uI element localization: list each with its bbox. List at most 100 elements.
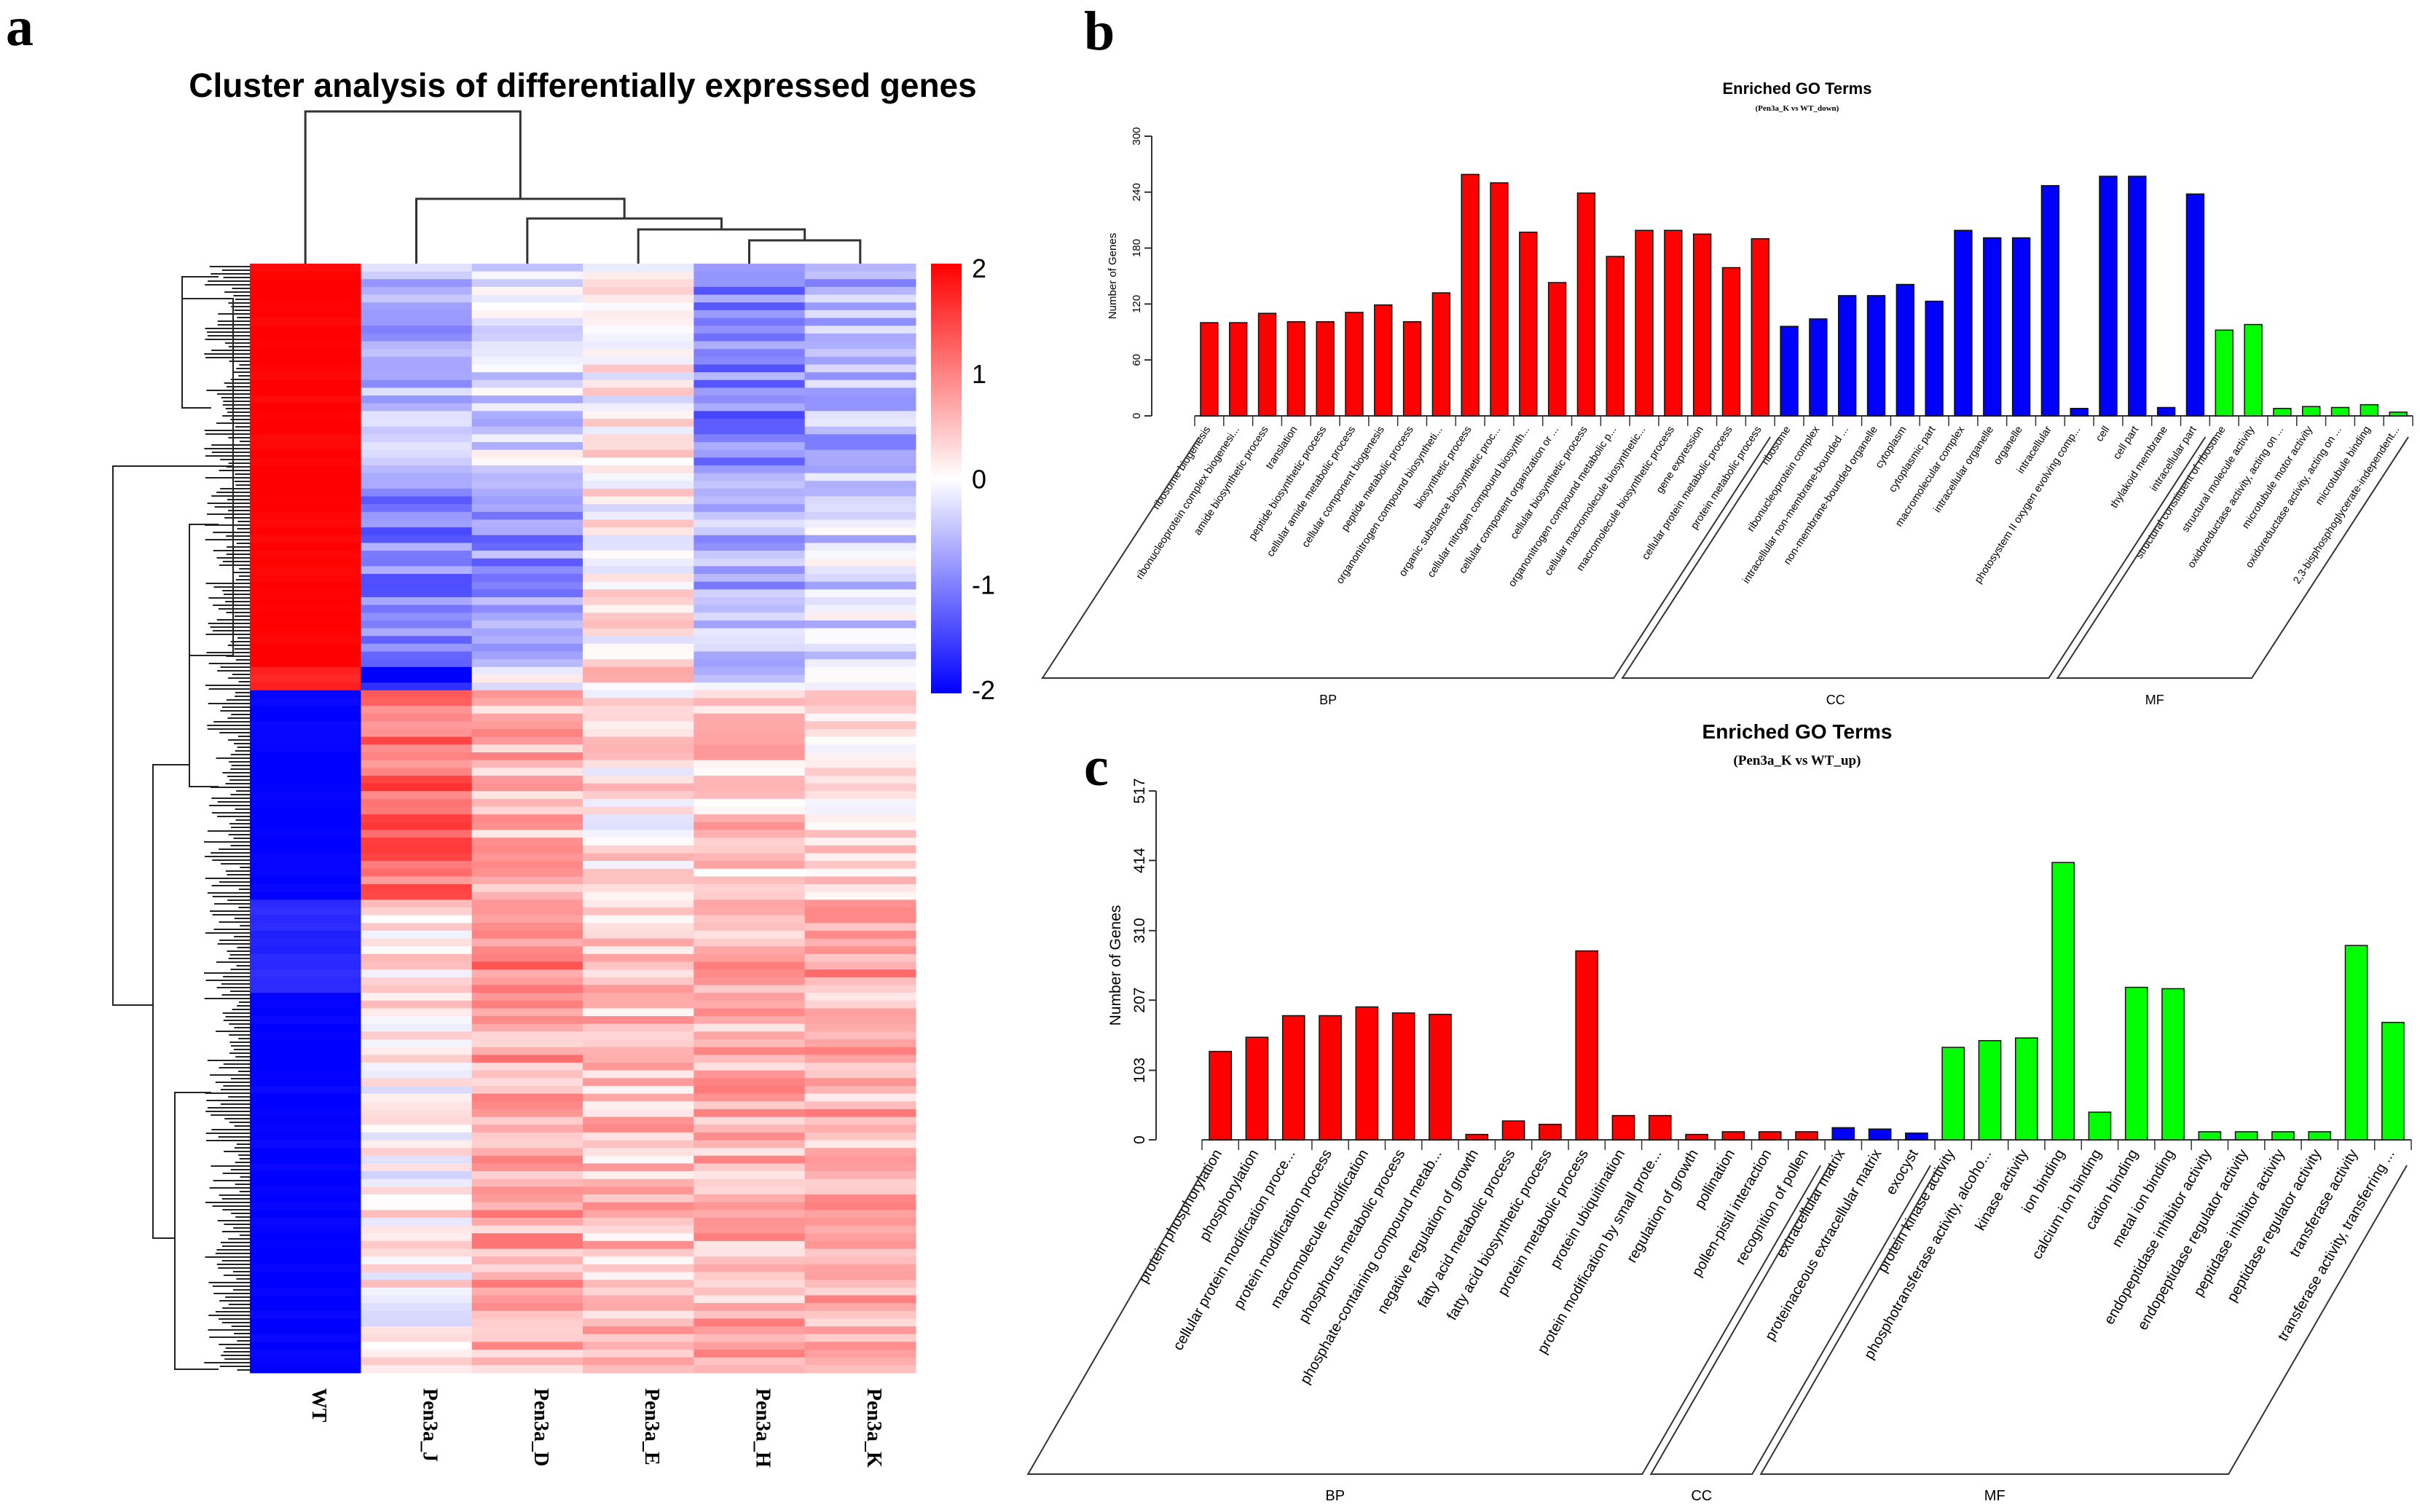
heatmap-cell: [583, 1318, 694, 1327]
group-bracket: [1759, 1165, 2408, 1475]
heatmap-cell: [250, 589, 361, 598]
heatmap-cell: [361, 511, 473, 520]
heatmap-cell: [471, 1016, 584, 1025]
heatmap-cell: [250, 783, 361, 792]
heatmap-cell: [471, 1093, 584, 1102]
heatmap-cell: [694, 791, 806, 800]
heatmap-cell: [250, 411, 361, 420]
heatmap-cell: [361, 1047, 473, 1055]
dendrogram-branch: [189, 524, 219, 787]
heatmap-cell: [250, 1047, 361, 1055]
heatmap-cell: [804, 1085, 916, 1095]
heatmap-cell: [361, 473, 473, 481]
heatmap-cell: [250, 1070, 361, 1079]
heatmap-cell: [804, 1280, 916, 1288]
heatmap-cell: [250, 535, 361, 543]
heatmap-cell: [694, 326, 806, 334]
heatmap-cell: [804, 1202, 916, 1210]
heatmap-cell: [250, 643, 361, 653]
heatmap-cell: [804, 1272, 916, 1280]
heatmap-cell: [471, 798, 584, 808]
heatmap-cell: [471, 504, 584, 513]
heatmap-cell: [583, 791, 694, 800]
heatmap-cell: [471, 1078, 584, 1087]
heatmap-cell: [804, 977, 916, 985]
heatmap-cell: [804, 349, 916, 358]
bar: [2389, 412, 2408, 417]
heatmap-cell: [583, 628, 694, 637]
chart-b-title: Enriched GO Terms: [1723, 79, 1872, 98]
heatmap-cell: [250, 457, 361, 466]
heatmap-cell: [804, 698, 916, 706]
heatmap-cell: [361, 698, 473, 706]
heatmap-cell: [250, 1264, 361, 1273]
heatmap-cell: [250, 403, 361, 412]
heatmap-cell: [471, 1264, 584, 1273]
bar: [2215, 329, 2234, 417]
heatmap-cell: [804, 426, 916, 435]
heatmap-cell: [583, 403, 694, 412]
heatmap-cell: [361, 713, 473, 722]
heatmap-cell: [804, 1047, 916, 1055]
heatmap-cell: [250, 838, 361, 846]
heatmap-cell: [250, 574, 361, 583]
heatmap-cell: [250, 1178, 361, 1187]
heatmap-cell: [804, 666, 916, 675]
heatmap-cell: [250, 1171, 361, 1180]
heatmap-cell: [250, 356, 361, 365]
heatmap-cell: [804, 279, 916, 288]
heatmap-cell: [471, 736, 584, 745]
heatmap-cell: [361, 1202, 473, 1210]
heatmap-cell: [361, 993, 473, 1001]
heatmap-cell: [471, 659, 584, 668]
heatmap-cell: [361, 279, 473, 288]
bar: [1209, 1050, 1232, 1141]
heatmap-cell: [250, 1155, 361, 1164]
heatmap-cell: [804, 1318, 916, 1327]
heatmap-cell: [250, 1318, 361, 1327]
bar: [2344, 945, 2368, 1141]
heatmap-cell: [694, 411, 806, 420]
heatmap-cell: [583, 961, 694, 970]
heatmap-cell: [361, 1248, 473, 1257]
bar: [2088, 1111, 2112, 1141]
bar: [1286, 320, 1306, 417]
heatmap-cell: [694, 395, 806, 404]
x-tick-label: regulation of growth: [1624, 1147, 1702, 1266]
heatmap-cell: [804, 419, 916, 428]
heatmap-cell: [583, 682, 694, 691]
heatmap-cell: [583, 271, 694, 280]
y-tick-label: 0: [1131, 1135, 1148, 1144]
heatmap-cell: [471, 1225, 584, 1234]
heatmap-cell: [250, 519, 361, 528]
heatmap-cell: [583, 310, 694, 319]
heatmap-cell: [250, 511, 361, 520]
heatmap-cell: [694, 620, 806, 629]
heatmap-cell: [694, 752, 806, 761]
heatmap-cell: [804, 768, 916, 776]
heatmap-cell: [694, 1280, 806, 1288]
heatmap-cell: [583, 1240, 694, 1250]
heatmap-cell: [583, 783, 694, 792]
bar: [1780, 326, 1799, 417]
heatmap-cell: [250, 333, 361, 342]
heatmap-cell: [694, 574, 806, 583]
heatmap-cell: [250, 419, 361, 428]
heatmap-cell: [361, 830, 473, 838]
heatmap-cell: [471, 752, 584, 761]
heatmap-cell: [694, 364, 806, 373]
heatmap-cell: [471, 1000, 584, 1009]
heatmap-cell: [471, 791, 584, 800]
dendrogram-branch: [637, 228, 806, 264]
heatmap-cell: [694, 643, 806, 653]
bar: [1374, 304, 1393, 417]
heatmap-cell: [250, 1334, 361, 1342]
heatmap-cell: [694, 527, 806, 536]
heatmap-cell: [694, 659, 806, 668]
heatmap-cell: [361, 736, 473, 745]
heatmap-cell: [583, 1148, 694, 1157]
heatmap-cell: [694, 1186, 806, 1195]
heatmap-cell: [471, 706, 584, 714]
heatmap-cell: [583, 985, 694, 993]
heatmap-cell: [471, 279, 584, 288]
